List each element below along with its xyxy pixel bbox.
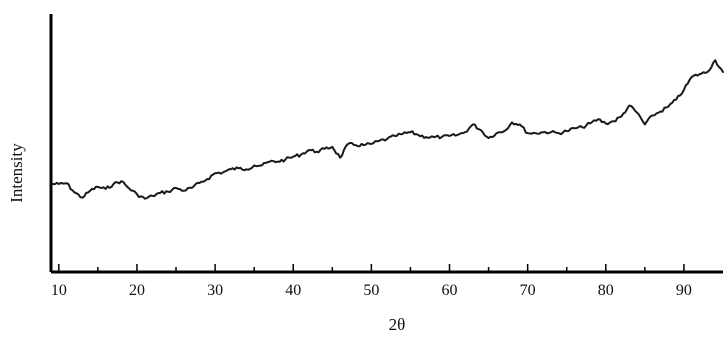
x-tick-label: 40	[285, 282, 301, 299]
x-tick-label: 10	[51, 282, 67, 299]
x-tick-label: 20	[129, 282, 145, 299]
x-tick-label: 30	[207, 282, 223, 299]
x-tick-label: 60	[442, 282, 458, 299]
axes	[49, 14, 723, 274]
series-line	[50, 59, 724, 200]
x-tick-label: 90	[676, 282, 692, 299]
series-layer	[50, 59, 724, 200]
y-axis-title: Intensity	[7, 143, 26, 203]
x-ticks: 10 20 30 40 50 60 70 80 90	[51, 264, 692, 299]
x-axis-title: 2θ	[389, 315, 406, 334]
x-tick-label: 70	[520, 282, 536, 299]
x-tick-label: 80	[598, 282, 614, 299]
x-tick-label: 50	[363, 282, 379, 299]
